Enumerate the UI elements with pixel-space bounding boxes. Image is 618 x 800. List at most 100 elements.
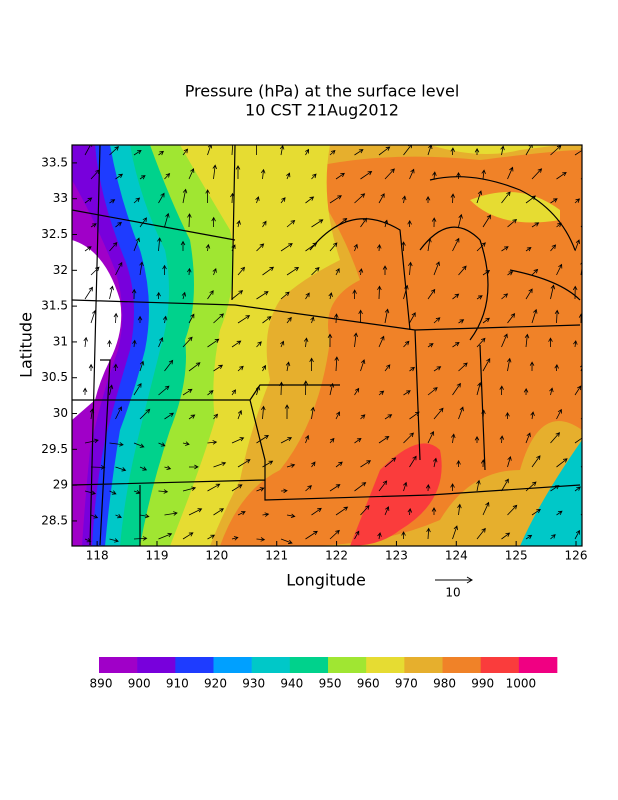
wind-arrow xyxy=(254,145,259,156)
wind-arrow xyxy=(431,507,437,516)
y-tick-label: 32 xyxy=(53,263,68,277)
wind-arrow xyxy=(311,267,320,276)
wind-arrow xyxy=(450,147,455,156)
wind-arrow xyxy=(549,387,554,396)
colorbar-label: 990 xyxy=(471,677,494,691)
wind-arrow xyxy=(133,149,142,156)
wind-arrow xyxy=(360,460,372,468)
wind-arrow xyxy=(213,313,224,324)
wind-arrow xyxy=(432,171,437,180)
wind-arrow xyxy=(458,362,468,372)
colorbar-label: 900 xyxy=(128,677,151,691)
wind-arrow xyxy=(452,293,460,300)
wind-arrow xyxy=(476,242,486,252)
wind-arrow xyxy=(311,219,324,228)
wind-arrow xyxy=(378,335,385,348)
wind-arrow xyxy=(262,220,267,228)
wind-arrow xyxy=(280,197,286,204)
wind-arrow xyxy=(501,191,511,204)
wind-arrow xyxy=(139,261,144,276)
wind-arrow xyxy=(311,173,317,180)
wind-arrow xyxy=(474,436,480,444)
wind-arrow xyxy=(403,340,410,348)
wind-arrow xyxy=(182,148,189,156)
wind-arrow xyxy=(403,432,414,444)
wind-arrow xyxy=(378,146,391,156)
wind-arrow xyxy=(554,309,560,324)
colorbar-label: 980 xyxy=(433,677,456,691)
wind-arrow xyxy=(207,440,218,445)
wind-arrow xyxy=(158,150,165,156)
wind-arrow xyxy=(280,437,293,444)
wind-arrow xyxy=(327,333,333,347)
title-line-1: Pressure (hPa) at the surface level xyxy=(185,82,460,101)
wind-arrow xyxy=(115,514,122,519)
wind-arrow xyxy=(164,173,171,180)
wind-arrow xyxy=(476,190,483,204)
wind-arrow xyxy=(384,308,390,324)
wind-arrow xyxy=(458,213,463,228)
wind-arrow xyxy=(360,505,370,516)
wind-arrow xyxy=(305,196,315,204)
wind-arrow xyxy=(237,365,244,372)
wind-arrow xyxy=(360,359,366,372)
wind-arrow xyxy=(501,478,509,492)
y-tick-label: 31.5 xyxy=(41,299,68,313)
colorbar-label: 890 xyxy=(90,677,113,691)
wind-arrow xyxy=(409,455,417,468)
wind-arrow xyxy=(531,168,543,180)
wind-arrow xyxy=(213,508,224,516)
wind-arrow xyxy=(207,290,214,300)
wind-arrow xyxy=(377,285,382,300)
wind-arrow xyxy=(108,384,114,396)
wind-arrow xyxy=(507,313,516,324)
wind-arrow xyxy=(311,507,322,516)
colorbar-label: 970 xyxy=(395,677,418,691)
wind-arrow xyxy=(109,490,117,495)
wind-arrow xyxy=(450,193,456,204)
wind-arrow xyxy=(303,337,309,348)
y-tick-label: 30 xyxy=(53,406,68,420)
wind-arrow xyxy=(353,243,358,252)
wind-arrow xyxy=(456,460,461,468)
wind-arrow xyxy=(305,434,310,444)
wind-arrow xyxy=(132,339,137,348)
wind-arrow xyxy=(499,385,504,396)
wind-arrow xyxy=(280,488,288,494)
wind-arrow xyxy=(237,459,251,468)
wind-arrow xyxy=(409,366,415,372)
wind-arrow xyxy=(580,364,582,372)
wind-arrow xyxy=(133,237,140,252)
wind-arrow xyxy=(433,317,441,324)
wind-arrow xyxy=(231,389,237,396)
wind-arrow xyxy=(186,267,192,276)
wind-arrow xyxy=(409,312,416,324)
wind-arrow xyxy=(261,405,266,420)
x-tick-label: 125 xyxy=(505,549,528,563)
wind-arrow xyxy=(525,432,531,444)
wind-arrow xyxy=(139,513,150,519)
wind-arrow xyxy=(335,506,349,516)
wind-arrow xyxy=(452,342,460,348)
wind-arrow xyxy=(205,189,210,204)
x-tick-label: 118 xyxy=(86,549,109,563)
wind-arrow xyxy=(458,265,467,276)
wind-arrow xyxy=(286,463,296,468)
wind-arrow xyxy=(482,317,490,324)
wind-arrow xyxy=(207,483,221,492)
wind-arrow xyxy=(286,513,296,519)
wind-arrow xyxy=(286,316,292,324)
wind-arrow xyxy=(574,239,581,252)
wind-arrow xyxy=(501,333,508,348)
wind-arrow xyxy=(550,284,556,300)
wind-arrow xyxy=(384,506,390,516)
wind-arrow xyxy=(550,244,557,252)
wind-arrow xyxy=(409,168,415,180)
boundaries xyxy=(72,145,581,546)
wind-arrow xyxy=(550,534,556,540)
wind-arrow xyxy=(329,529,340,540)
wind-arrow xyxy=(109,199,116,204)
wind-arrow xyxy=(113,363,118,372)
wind-arrow xyxy=(335,172,345,180)
wind-arrow xyxy=(354,530,360,540)
